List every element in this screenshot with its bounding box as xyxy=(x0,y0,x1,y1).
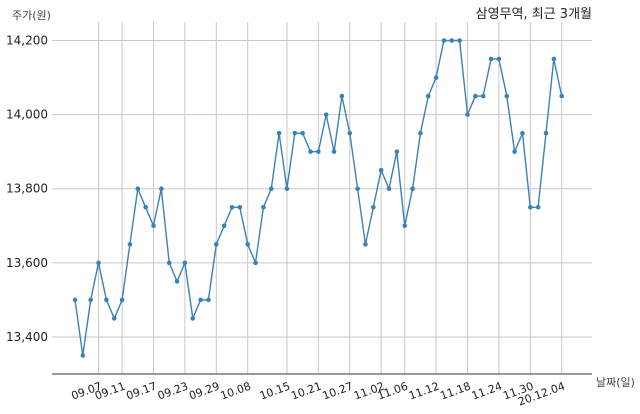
data-point xyxy=(308,149,313,154)
x-axis-label: 날짜(일) xyxy=(596,375,635,389)
data-point xyxy=(410,186,415,192)
data-point xyxy=(268,186,274,192)
data-point xyxy=(253,260,258,266)
data-point xyxy=(206,297,211,303)
data-point xyxy=(418,130,423,136)
data-point xyxy=(535,204,541,210)
x-tick-label: 11.18 xyxy=(438,380,472,403)
grid-lines xyxy=(52,22,592,374)
data-point xyxy=(371,204,376,210)
data-point xyxy=(496,56,502,62)
data-point xyxy=(551,56,557,62)
data-point xyxy=(284,186,290,192)
data-point xyxy=(221,223,227,229)
data-point xyxy=(166,260,172,266)
data-point xyxy=(237,204,243,210)
y-tick-labels: 13,400 13,600 13,800 14,000 14,200 xyxy=(6,34,48,344)
y-axis-label: 주가(원) xyxy=(12,9,51,22)
x-tick-label: 10.21 xyxy=(289,380,323,403)
data-point xyxy=(143,204,148,210)
data-point xyxy=(182,260,188,266)
data-point xyxy=(331,149,337,154)
data-point xyxy=(323,112,329,117)
x-tick-label: 09.17 xyxy=(124,380,158,403)
data-point xyxy=(543,130,549,136)
data-points xyxy=(72,38,564,358)
data-point xyxy=(174,279,180,284)
data-point xyxy=(528,204,533,210)
data-point xyxy=(378,167,384,173)
y-tick-label: 14,000 xyxy=(6,108,48,122)
data-point xyxy=(261,204,266,210)
data-point xyxy=(394,149,400,154)
data-point xyxy=(433,75,439,80)
data-point xyxy=(449,38,455,43)
data-point xyxy=(135,186,141,192)
data-point xyxy=(276,130,282,136)
data-point xyxy=(316,149,321,154)
data-point xyxy=(104,297,109,303)
x-tick-label: 10.08 xyxy=(219,380,253,403)
data-point xyxy=(559,93,564,99)
data-point xyxy=(127,242,133,247)
data-point xyxy=(190,316,196,321)
y-tick-label: 14,200 xyxy=(6,34,48,48)
data-point xyxy=(245,242,250,247)
y-tick-label: 13,800 xyxy=(6,182,48,196)
x-tick-label: 09.29 xyxy=(187,380,221,403)
y-tick-label: 13,600 xyxy=(6,256,48,270)
data-point xyxy=(292,130,298,136)
x-tick-label: 11.12 xyxy=(407,380,441,403)
data-point xyxy=(119,297,125,303)
x-tick-label: 11.24 xyxy=(470,380,504,403)
data-point xyxy=(473,93,478,99)
data-point xyxy=(159,186,164,192)
data-point xyxy=(386,186,392,192)
data-point xyxy=(465,112,470,117)
data-point xyxy=(520,130,525,136)
data-point xyxy=(151,223,156,229)
chart-title: 삼영무역, 최근 3개월 xyxy=(476,7,592,22)
data-point xyxy=(363,242,368,247)
data-point xyxy=(402,223,408,229)
data-point xyxy=(339,93,345,99)
data-point xyxy=(347,130,353,136)
x-tick-label: 09.23 xyxy=(156,380,190,403)
data-point xyxy=(88,297,93,303)
x-tick-label: 10.27 xyxy=(321,380,355,403)
data-point xyxy=(214,242,219,247)
data-point xyxy=(441,38,447,43)
data-point xyxy=(198,297,203,303)
data-point xyxy=(488,56,494,62)
data-point xyxy=(425,93,431,99)
data-point xyxy=(355,186,360,192)
data-point xyxy=(457,38,462,43)
data-point xyxy=(229,204,235,210)
data-point xyxy=(80,353,86,358)
data-point xyxy=(504,93,510,99)
data-point xyxy=(111,316,117,321)
data-point xyxy=(96,260,101,266)
data-point xyxy=(72,297,78,303)
data-point xyxy=(480,93,486,99)
data-point xyxy=(300,130,305,136)
data-point xyxy=(512,149,517,154)
x-tick-label: 10.15 xyxy=(258,380,292,403)
y-tick-label: 13,400 xyxy=(6,330,48,344)
